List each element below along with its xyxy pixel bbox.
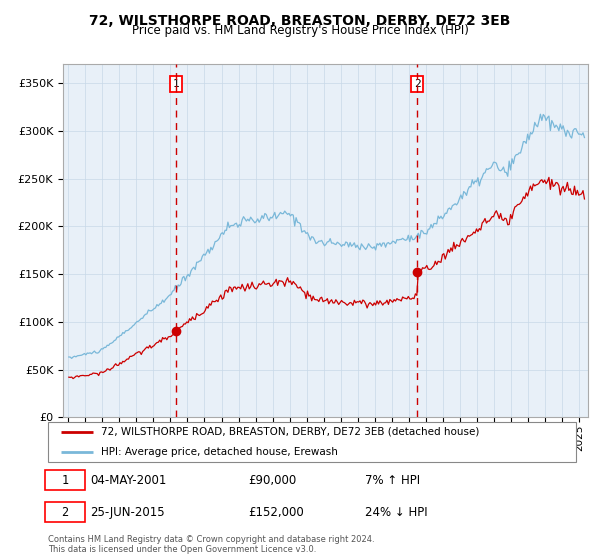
Text: 25-JUN-2015: 25-JUN-2015 (90, 506, 165, 519)
Text: 2: 2 (414, 79, 421, 89)
Text: 72, WILSTHORPE ROAD, BREASTON, DERBY, DE72 3EB (detached house): 72, WILSTHORPE ROAD, BREASTON, DERBY, DE… (101, 427, 479, 437)
FancyBboxPatch shape (46, 470, 85, 490)
Text: 72, WILSTHORPE ROAD, BREASTON, DERBY, DE72 3EB: 72, WILSTHORPE ROAD, BREASTON, DERBY, DE… (89, 14, 511, 28)
Text: 24% ↓ HPI: 24% ↓ HPI (365, 506, 427, 519)
Text: 7% ↑ HPI: 7% ↑ HPI (365, 474, 420, 487)
Text: HPI: Average price, detached house, Erewash: HPI: Average price, detached house, Erew… (101, 447, 338, 457)
FancyBboxPatch shape (48, 422, 576, 462)
Text: Price paid vs. HM Land Registry's House Price Index (HPI): Price paid vs. HM Land Registry's House … (131, 24, 469, 37)
Text: 1: 1 (173, 79, 179, 89)
Text: £152,000: £152,000 (248, 506, 304, 519)
FancyBboxPatch shape (46, 502, 85, 522)
Text: 1: 1 (62, 474, 69, 487)
Text: £90,000: £90,000 (248, 474, 297, 487)
Text: Contains HM Land Registry data © Crown copyright and database right 2024.
This d: Contains HM Land Registry data © Crown c… (48, 535, 374, 554)
Text: 04-MAY-2001: 04-MAY-2001 (90, 474, 167, 487)
Text: 2: 2 (62, 506, 69, 519)
